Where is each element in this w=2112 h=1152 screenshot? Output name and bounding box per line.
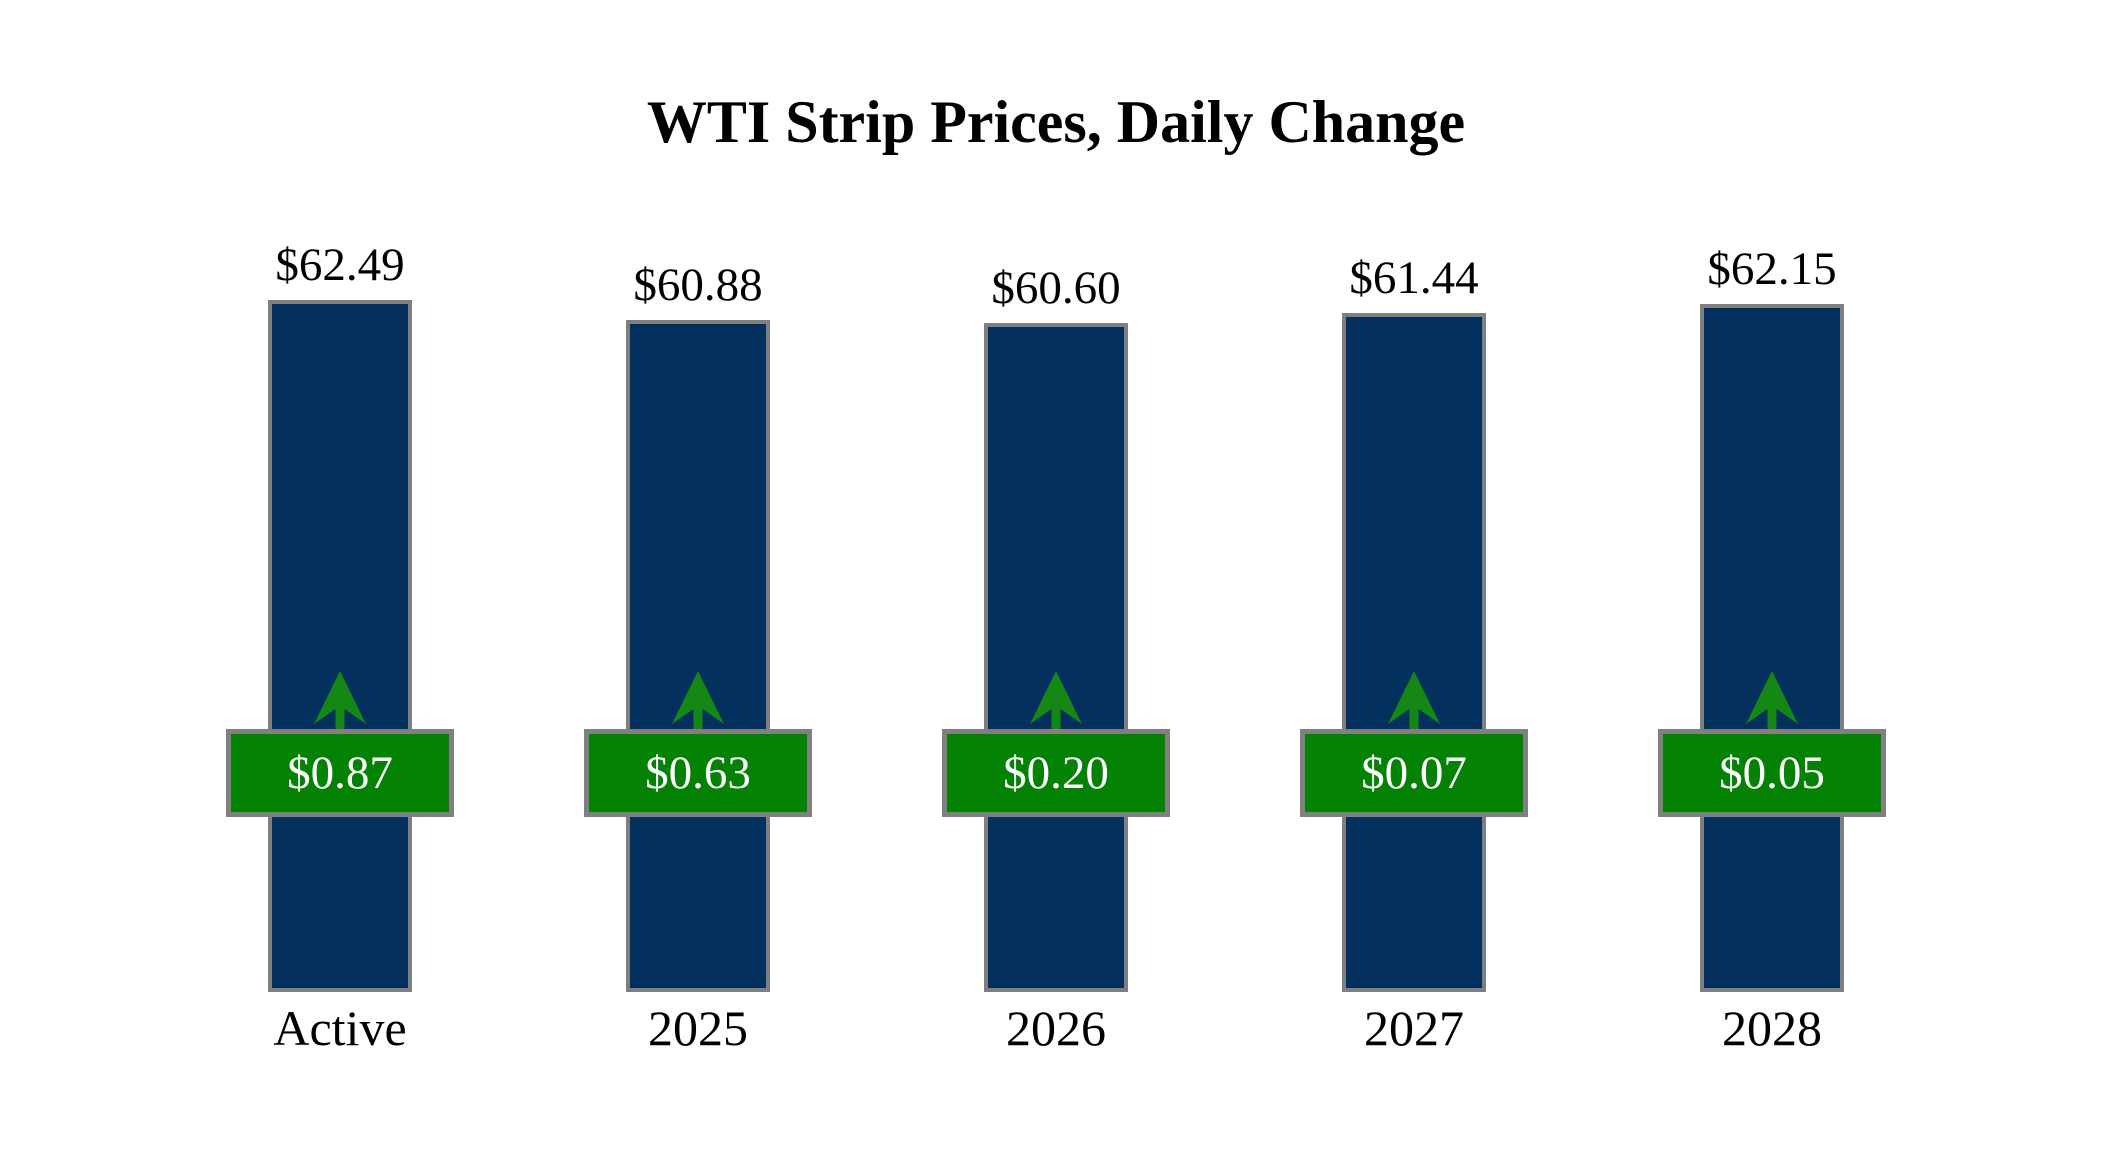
category-label: 2028 bbox=[1722, 1000, 1822, 1056]
change-badge-label: $0.07 bbox=[1361, 746, 1467, 799]
change-badge-label: $0.63 bbox=[645, 746, 751, 799]
change-badge: $0.20 bbox=[942, 729, 1170, 817]
up-arrow-icon bbox=[1388, 671, 1440, 729]
price-label: $62.49 bbox=[275, 239, 405, 291]
change-badge: $0.87 bbox=[226, 729, 454, 817]
up-arrow-icon bbox=[1746, 671, 1798, 729]
up-arrow-icon bbox=[672, 671, 724, 729]
bar bbox=[626, 320, 770, 992]
change-badge: $0.05 bbox=[1658, 729, 1886, 817]
price-label: $60.88 bbox=[633, 259, 763, 311]
up-arrow-icon bbox=[314, 671, 366, 729]
change-badge: $0.07 bbox=[1300, 729, 1528, 817]
bar bbox=[984, 323, 1128, 992]
category-label: Active bbox=[273, 1000, 407, 1056]
category-label: 2026 bbox=[1006, 1000, 1106, 1056]
change-badge-label: $0.05 bbox=[1719, 746, 1825, 799]
change-badge-label: $0.87 bbox=[287, 746, 393, 799]
chart-title: WTI Strip Prices, Daily Change bbox=[646, 89, 1466, 155]
bar bbox=[1342, 313, 1486, 992]
bar bbox=[268, 300, 412, 992]
price-label: $61.44 bbox=[1349, 252, 1479, 304]
up-arrow-icon bbox=[1030, 671, 1082, 729]
bar bbox=[1700, 304, 1844, 992]
change-badge-label: $0.20 bbox=[1003, 746, 1109, 799]
price-label: $60.60 bbox=[991, 262, 1121, 314]
price-label: $62.15 bbox=[1707, 243, 1837, 295]
category-label: 2027 bbox=[1364, 1000, 1464, 1056]
category-label: 2025 bbox=[648, 1000, 748, 1056]
change-badge: $0.63 bbox=[584, 729, 812, 817]
